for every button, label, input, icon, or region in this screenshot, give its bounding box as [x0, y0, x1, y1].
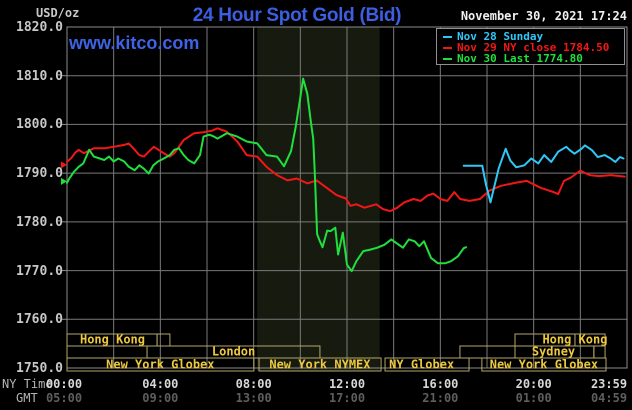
x-tick-gmt: 13:00 [235, 391, 272, 405]
legend-label: Nov 30 Last 1774.80 [457, 52, 583, 65]
legend-dash-icon [443, 35, 452, 38]
y-tick-label: 1780.0 [16, 214, 63, 230]
y-axis-unit-label: USD/oz [36, 6, 80, 20]
session-label: Hong Kong [80, 333, 145, 347]
y-tick-label: 1760.0 [16, 312, 63, 328]
legend-item-nov29: Nov 29 NY close 1784.50 [443, 41, 624, 54]
legend-item-nov28: Nov 28 Sunday [443, 30, 624, 43]
y-tick-label: 1800.0 [16, 117, 63, 133]
legend-item-nov30: Nov 30 Last 1774.80 [443, 52, 624, 65]
session-label: NY Globex [389, 358, 454, 372]
x-tick-gmt: 04:59 [590, 391, 628, 405]
legend-dash-icon [443, 46, 452, 49]
y-tick-label: 1810.0 [16, 68, 63, 84]
x-tick-gmt: 21:00 [422, 391, 459, 405]
session-label: New York NYMEX [269, 358, 371, 372]
timestamp: November 30, 2021 17:24 [460, 9, 627, 23]
x-tick-ny-time: 12:00 [328, 377, 366, 391]
y-tick-label: 1790.0 [16, 166, 63, 182]
x-tick-ny-time: 08:00 [235, 377, 272, 391]
x-tick-ny-time: 00:00 [45, 377, 83, 391]
nymex-session-band [257, 27, 380, 371]
series-line [462, 144, 625, 204]
y-tick-label: 1770.0 [16, 263, 63, 279]
x-tick-ny-time: 23:59 [590, 377, 628, 391]
session-box [481, 357, 607, 372]
x-tick-gmt: 05:00 [45, 391, 83, 405]
x-axis-row-ny-time-label: NY Time [2, 377, 53, 391]
session-label: Sydney [532, 345, 575, 359]
y-tick-label: 1750.0 [16, 361, 63, 376]
series-line [66, 127, 626, 213]
legend-dash-icon [443, 57, 452, 60]
chart-title: 24 Hour Spot Gold (Bid) [192, 5, 402, 26]
x-tick-gmt: 01:00 [515, 391, 552, 405]
plot-border [66, 26, 628, 369]
x-axis-row-gmt-label: GMT [16, 391, 38, 405]
kitco-link[interactable]: www.kitco.com [69, 33, 200, 53]
x-tick-ny-time: 04:00 [142, 377, 179, 391]
legend-label: Nov 28 Sunday [457, 30, 544, 43]
x-tick-gmt: 17:00 [328, 391, 366, 405]
session-box [66, 357, 255, 372]
start-price-marker [61, 177, 67, 185]
session-label: Hong Kong [542, 333, 607, 347]
legend-label: Nov 29 NY close 1784.50 [457, 41, 610, 54]
legend: Nov 28 Sunday Nov 29 NY close 1784.50 No… [436, 28, 625, 65]
x-tick-gmt: 09:00 [142, 391, 179, 405]
session-box [384, 357, 470, 372]
session-box [258, 357, 382, 372]
y-tick-label: 1820.0 [16, 20, 63, 35]
session-label: London [212, 345, 255, 359]
session-label: New York Globex [106, 358, 214, 372]
series-line [66, 77, 467, 273]
session-box [156, 333, 171, 347]
session-box [66, 345, 148, 359]
session-label: New York Globex [490, 358, 598, 372]
session-box [593, 345, 606, 359]
start-price-marker [61, 161, 67, 169]
x-tick-ny-time: 20:00 [515, 377, 552, 391]
x-tick-ny-time: 16:00 [422, 377, 459, 391]
